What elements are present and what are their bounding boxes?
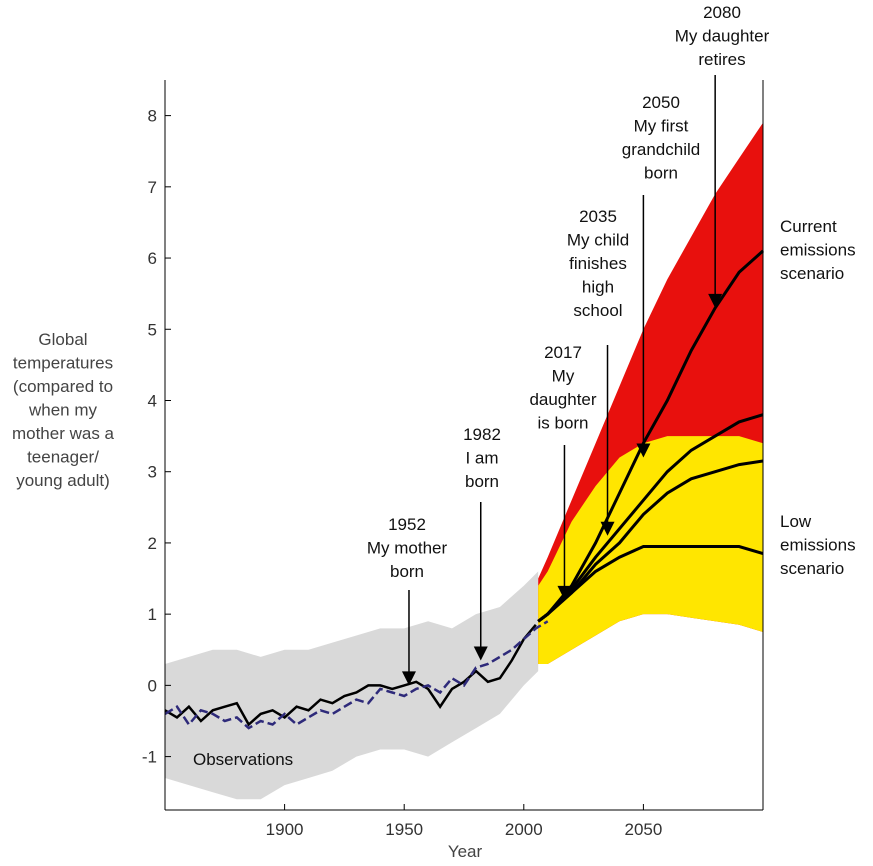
scenario-line-4: [537, 545, 764, 623]
y-tick-label: 5: [148, 320, 157, 339]
annotation-arrow-head: [708, 293, 723, 308]
y-axis-label: Global temperatures (compared to when my mot…: [12, 330, 115, 490]
y-tick-label: 2: [148, 534, 157, 553]
y-tick-label: 0: [148, 676, 157, 695]
historical-model-mean-line: [164, 623, 537, 727]
annotation-label: 2035 My child finishes high school: [567, 207, 629, 320]
x-tick-label: 1900: [266, 820, 304, 839]
scenario-label: Low emissions scenario: [780, 512, 856, 578]
observations-label: Observations: [193, 750, 293, 769]
annotation-label: 2017 My daughter is born: [529, 343, 596, 433]
low-emissions-range-band: [538, 436, 763, 664]
annotation-arrow-head: [600, 521, 615, 536]
annotation-label: 1982 I am born: [463, 425, 501, 491]
y-tick-label: 4: [148, 391, 157, 410]
y-tick-label: 3: [148, 463, 157, 482]
x-tick-label: 2050: [624, 820, 662, 839]
y-tick-label: 1: [148, 605, 157, 624]
y-tick-label: 7: [148, 178, 157, 197]
observations-line: [164, 620, 549, 730]
x-axis-label: Year: [448, 842, 483, 861]
x-tick-label: 2000: [505, 820, 543, 839]
axes: -1 0 1 2 3 4 5 6 7 8 1900 1950 2000 2050: [142, 80, 764, 839]
y-tick-label: -1: [142, 748, 157, 767]
annotation-arrow-head: [636, 443, 651, 458]
y-tick-label: 6: [148, 249, 157, 268]
annotation-label: 1952 My mother born: [367, 515, 448, 581]
historical-range-band: [165, 571, 539, 800]
y-tick-label: 8: [148, 107, 157, 126]
scenario-label: Current emissions scenario: [780, 217, 856, 283]
annotation-arrow-head: [401, 671, 416, 686]
annotation-label: 2080 My daughter retires: [675, 3, 770, 69]
x-tick-label: 1950: [385, 820, 423, 839]
annotation-label: 2050 My first grandchild born: [622, 93, 700, 183]
annotation-arrow-head: [557, 585, 572, 600]
uncertainty-bands: [165, 122, 763, 800]
labels: Year Observations Global temperatures (com…: [12, 217, 856, 861]
annotations: 1952 My mother born 1982 I am born 2017 My daugh…: [367, 3, 770, 686]
annotation-arrow-head: [473, 646, 488, 661]
